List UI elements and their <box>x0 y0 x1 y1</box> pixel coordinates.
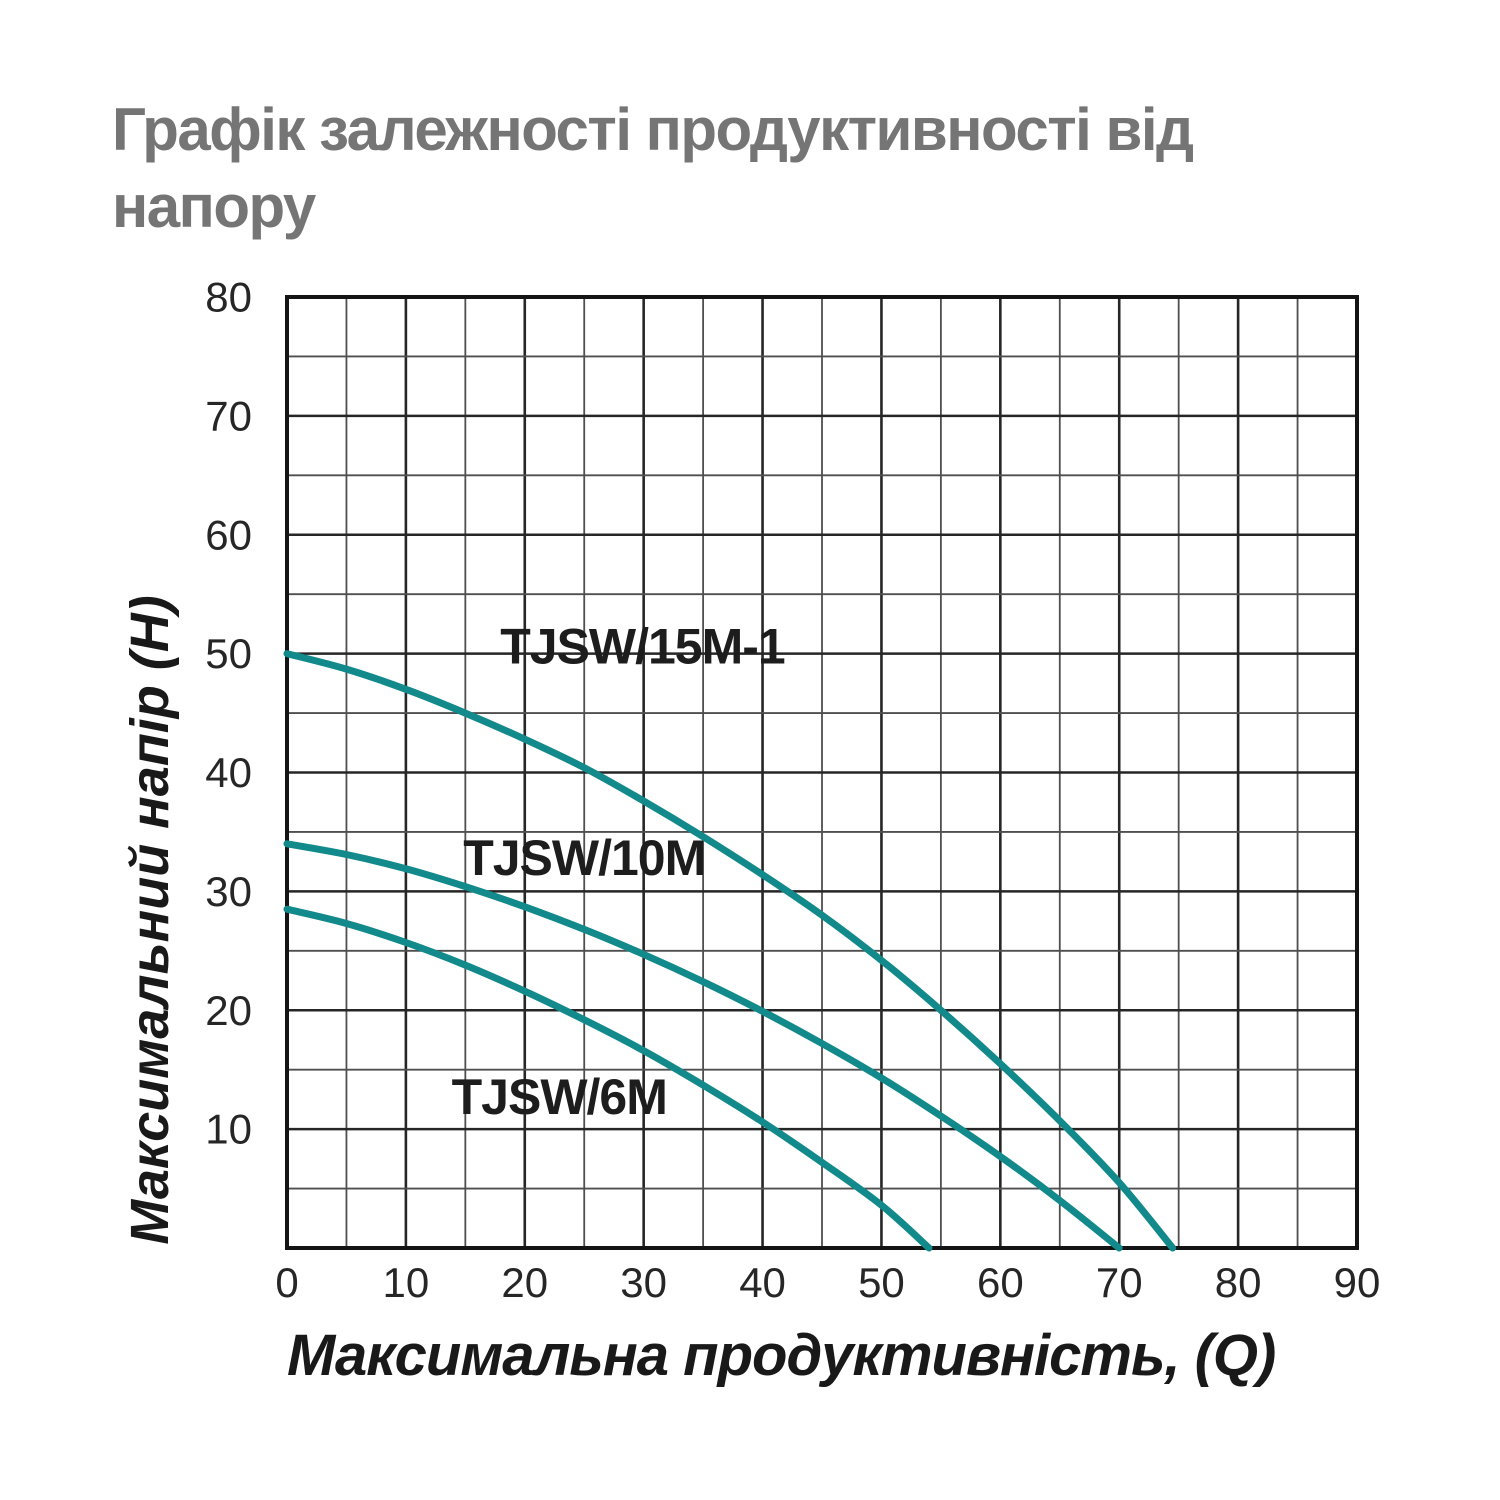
y-tick-label: 80 <box>205 274 252 321</box>
y-tick-label: 60 <box>205 511 252 558</box>
plot-border <box>285 295 1359 1250</box>
y-tick-label: 20 <box>205 987 252 1034</box>
x-tick-label: 70 <box>1096 1259 1143 1306</box>
x-tick-label: 0 <box>275 1259 298 1306</box>
x-axis-label: Максимальна продуктивність, (Q) <box>287 1323 1276 1388</box>
curve-label-tjsw-15m-1: TJSW/15M-1 <box>500 618 785 674</box>
curve-tjsw-6m <box>283 905 933 1252</box>
x-tick-label: 80 <box>1215 1259 1262 1306</box>
y-tick-label: 10 <box>205 1106 252 1153</box>
x-tick-label: 10 <box>383 1259 430 1306</box>
x-tick-label: 20 <box>501 1259 548 1306</box>
curve-label-tjsw-10m: TJSW/10M <box>463 830 705 886</box>
y-tick-label: 50 <box>205 630 252 677</box>
x-tick-label: 30 <box>620 1259 667 1306</box>
y-tick-label: 40 <box>205 749 252 796</box>
y-tick-label: 30 <box>205 868 252 915</box>
curve-tjsw-10m <box>283 840 1123 1252</box>
x-tick-label: 90 <box>1334 1259 1381 1306</box>
x-tick-label: 50 <box>858 1259 905 1306</box>
x-tick-label: 60 <box>977 1259 1024 1306</box>
curve-tjsw-15m-1 <box>283 650 1177 1252</box>
page-title: Графік залежності продуктивності від нап… <box>112 96 1194 240</box>
y-tick-label: 70 <box>205 392 252 439</box>
curve-label-tjsw-6m: TJSW/6M <box>452 1069 667 1125</box>
x-tick-label: 40 <box>739 1259 786 1306</box>
